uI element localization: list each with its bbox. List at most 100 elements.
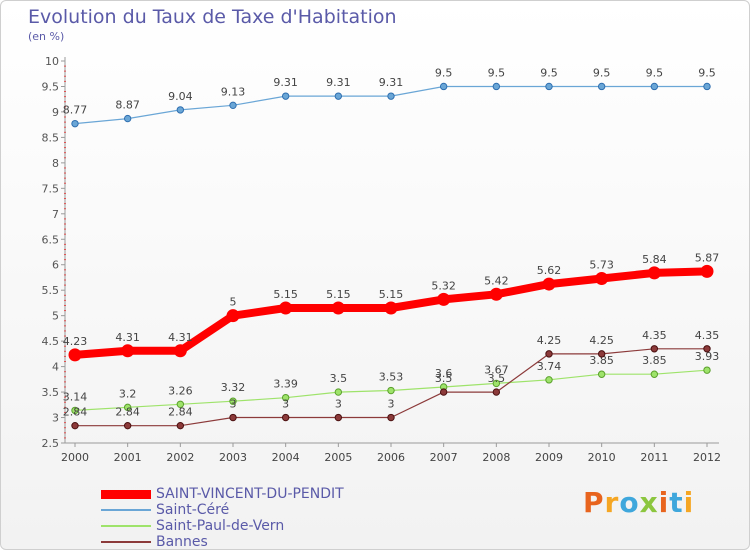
data-label: 5.62	[537, 264, 562, 277]
data-label: 5.32	[431, 279, 456, 292]
x-tick-label: 2001	[114, 451, 142, 464]
x-tick-label: 2011	[640, 451, 668, 464]
data-label: 9.04	[168, 90, 193, 103]
data-point	[597, 350, 606, 358]
data-label: 9.5	[540, 66, 558, 79]
data-point	[334, 388, 343, 396]
data-label: 3.67	[484, 363, 509, 376]
data-point	[229, 397, 237, 405]
legend-swatch	[101, 509, 151, 511]
data-point	[542, 277, 556, 291]
x-tick-label: 2006	[377, 451, 405, 464]
data-label: 9.13	[221, 85, 246, 98]
data-label: 3.5	[435, 372, 453, 385]
data-label: 2.84	[63, 406, 88, 419]
data-label: 9.5	[435, 66, 453, 79]
data-label: 8.77	[63, 104, 88, 117]
data-label: 3.74	[537, 360, 562, 373]
y-tick-label: 8.5	[42, 131, 60, 144]
data-label: 3	[388, 398, 395, 411]
data-label: 5	[230, 296, 237, 309]
x-tick-label: 2003	[219, 451, 247, 464]
logo-letter: i	[658, 486, 670, 519]
data-point	[647, 266, 661, 280]
data-label: 9.31	[379, 76, 404, 89]
data-label: 9.5	[488, 66, 506, 79]
data-point	[492, 388, 501, 396]
data-point	[492, 379, 501, 388]
data-point	[229, 413, 237, 422]
y-tick-label: 3.5	[42, 386, 60, 399]
data-point	[700, 264, 714, 278]
data-point	[545, 350, 553, 358]
data-point	[387, 413, 395, 422]
data-point	[176, 421, 185, 430]
data-point	[703, 82, 711, 91]
data-point	[71, 119, 79, 128]
data-label: 3	[335, 398, 342, 411]
data-point	[281, 92, 290, 100]
data-label: 4.31	[168, 331, 193, 344]
data-label: 5.15	[273, 288, 298, 301]
data-point	[71, 406, 79, 415]
data-point	[281, 413, 290, 422]
x-tick-label: 2012	[693, 451, 721, 464]
y-tick-label: 4.5	[42, 335, 60, 348]
x-tick-label: 2002	[166, 451, 194, 464]
data-point	[279, 301, 293, 315]
data-label: 3.93	[695, 350, 720, 363]
y-tick-label: 5	[52, 310, 59, 323]
data-point	[121, 344, 135, 358]
data-label: 3.53	[379, 371, 404, 384]
data-label: 3.32	[221, 381, 246, 394]
data-label: 4.23	[63, 335, 88, 348]
data-point	[492, 82, 501, 91]
x-tick-label: 2004	[272, 451, 300, 464]
data-label: 3.6	[435, 367, 453, 380]
data-point	[281, 393, 290, 402]
y-tick-label: 8	[52, 157, 59, 170]
data-label: 2.84	[168, 406, 193, 419]
data-label: 5.15	[326, 288, 351, 301]
data-label: 3.5	[330, 372, 348, 385]
data-label: 3	[282, 398, 289, 411]
y-tick-label: 4	[52, 361, 59, 374]
data-label: 4.35	[695, 329, 720, 342]
data-point	[597, 370, 606, 378]
legend-swatch	[101, 525, 151, 527]
data-label: 5.42	[484, 274, 509, 287]
data-point	[229, 101, 237, 110]
logo-letter: x	[639, 486, 659, 519]
data-label: 2.84	[115, 406, 140, 419]
y-tick-label: 2.5	[42, 437, 60, 450]
data-point	[68, 348, 82, 362]
data-label: 3.14	[63, 390, 88, 403]
y-tick-label: 6.5	[42, 233, 60, 246]
data-point	[387, 386, 395, 395]
data-label: 3.39	[273, 378, 298, 391]
y-tick-label: 6	[52, 259, 59, 272]
data-point	[703, 366, 711, 374]
data-point	[123, 403, 132, 412]
x-tick-label: 2008	[482, 451, 510, 464]
data-point	[439, 388, 448, 396]
data-point	[489, 287, 503, 301]
data-label: 5.15	[379, 288, 404, 301]
data-point	[331, 301, 345, 315]
y-tick-label: 10	[45, 55, 59, 68]
data-label: 9.31	[326, 76, 351, 89]
logo-letter: o	[619, 486, 640, 519]
logo-letter: r	[604, 486, 620, 519]
data-label: 5.87	[695, 251, 720, 264]
legend-swatch	[101, 490, 151, 499]
data-label: 5.73	[589, 258, 614, 271]
data-point	[439, 82, 448, 91]
data-point	[384, 301, 398, 315]
legend-label: Bannes	[156, 534, 208, 550]
data-point	[123, 114, 132, 123]
data-label: 9.5	[593, 66, 611, 79]
data-label: 3.26	[168, 384, 193, 397]
data-point	[334, 413, 343, 422]
